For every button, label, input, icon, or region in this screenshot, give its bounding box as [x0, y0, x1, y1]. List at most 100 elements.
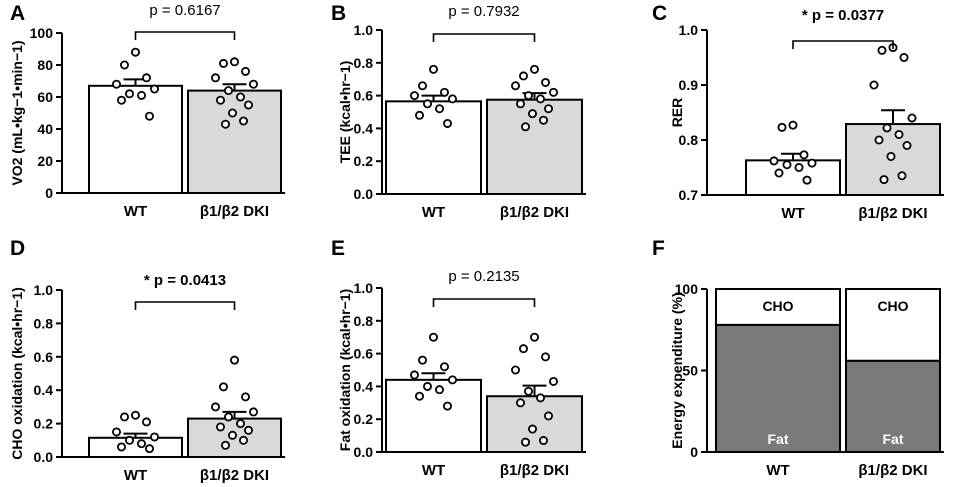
data-point [428, 64, 438, 74]
y-tick-label: 0.0 [34, 449, 54, 465]
data-point [227, 108, 237, 118]
data-point [240, 66, 250, 76]
bar-wt [745, 159, 841, 197]
y-axis-title: RER [669, 98, 685, 128]
data-point [417, 355, 427, 365]
panel-letter: C [652, 2, 667, 25]
data-point [235, 419, 245, 429]
p-value-label: p = 0.2135 [448, 268, 519, 285]
p-value-label: p = 0.7932 [448, 3, 519, 20]
data-point [510, 365, 520, 375]
data-point [897, 171, 907, 181]
bar-wt [385, 100, 482, 195]
data-point [536, 94, 546, 104]
y-tick-label: 0.8 [34, 315, 54, 331]
data-point [223, 412, 233, 422]
data-point [229, 57, 239, 67]
panel-letter: F [652, 237, 665, 260]
x-category-label: WT [124, 203, 147, 220]
data-point [422, 99, 432, 109]
data-point [799, 150, 809, 160]
data-point [874, 135, 884, 145]
data-point [141, 73, 151, 83]
data-point [243, 100, 253, 110]
data-point [907, 113, 917, 123]
data-point [240, 392, 250, 402]
data-point [442, 118, 452, 128]
segment-label-cho: CHO [762, 298, 793, 314]
x-category-label: WT [766, 462, 789, 479]
data-point [549, 376, 559, 386]
data-point [539, 436, 549, 446]
stack-segment-fat [715, 323, 841, 453]
data-point [117, 95, 127, 105]
data-point [149, 432, 159, 442]
data-point [447, 375, 457, 385]
significance-bracket [432, 33, 536, 42]
data-point [130, 410, 140, 420]
x-category-label: β1/β2 DKI [500, 204, 569, 221]
x-category-label: WT [422, 204, 445, 221]
data-point [902, 140, 912, 150]
y-axis-title: Energy expenditure (%) [669, 292, 685, 448]
data-point [521, 122, 531, 132]
y-tick-label: 1.0 [34, 282, 54, 298]
x-category-label: β1/β2 DKI [200, 203, 269, 220]
data-point [136, 439, 146, 449]
significance-bracket [792, 40, 894, 49]
x-category-label: WT [781, 205, 804, 222]
y-tick-label: 50 [682, 363, 698, 379]
data-point [524, 91, 534, 101]
data-point [519, 344, 529, 354]
data-point [544, 411, 554, 421]
panel-b: B 0.0 0.2 0.4 0.6 0.8 1.0 TEE (kcal•hr−1) WT β1/β… [331, 2, 586, 221]
data-point [530, 64, 540, 74]
stack-segment-cho [845, 288, 941, 362]
data-point [414, 391, 424, 401]
data-point [417, 81, 427, 91]
x-category-label: WT [422, 462, 445, 479]
y-tick-label: 0 [45, 185, 53, 201]
data-point [869, 80, 879, 90]
data-point [238, 116, 248, 126]
data-point [112, 427, 122, 437]
data-point [414, 110, 424, 120]
panel-c: C 0.7 0.8 0.9 1.0 RER WT β1/β2 DKI * p = 0.0377 [652, 2, 944, 222]
data-point [447, 94, 457, 104]
data-point [210, 402, 220, 412]
y-tick-label: 0.8 [679, 132, 699, 148]
data-point [536, 393, 546, 403]
y-tick-label: 0.2 [34, 416, 54, 432]
panel-letter: B [331, 2, 346, 25]
data-point [428, 332, 438, 342]
data-point [117, 442, 127, 452]
data-point [215, 422, 225, 432]
data-point [549, 87, 559, 97]
y-tick-label: 0.0 [354, 444, 374, 460]
y-tick-label: 40 [37, 121, 53, 137]
data-point [130, 47, 140, 57]
data-point [528, 424, 538, 434]
y-tick-label: 100 [30, 25, 54, 41]
data-point [877, 45, 887, 55]
y-tick-label: 0.2 [354, 411, 374, 427]
x-category-label: WT [124, 467, 147, 484]
data-point [777, 122, 787, 132]
segment-label-fat: Fat [768, 431, 789, 447]
data-point [544, 104, 554, 114]
data-point [149, 84, 159, 94]
data-point [235, 92, 245, 102]
data-point [882, 123, 892, 133]
y-tick-label: 0.4 [354, 120, 374, 136]
data-point [248, 407, 258, 417]
data-point [218, 58, 228, 68]
data-point [112, 79, 122, 89]
data-point [220, 440, 230, 450]
data-point [125, 89, 135, 99]
data-point [794, 162, 804, 172]
y-tick-label: 1.0 [354, 22, 374, 38]
data-point [886, 151, 896, 161]
data-point [229, 355, 239, 365]
data-point [519, 71, 529, 81]
